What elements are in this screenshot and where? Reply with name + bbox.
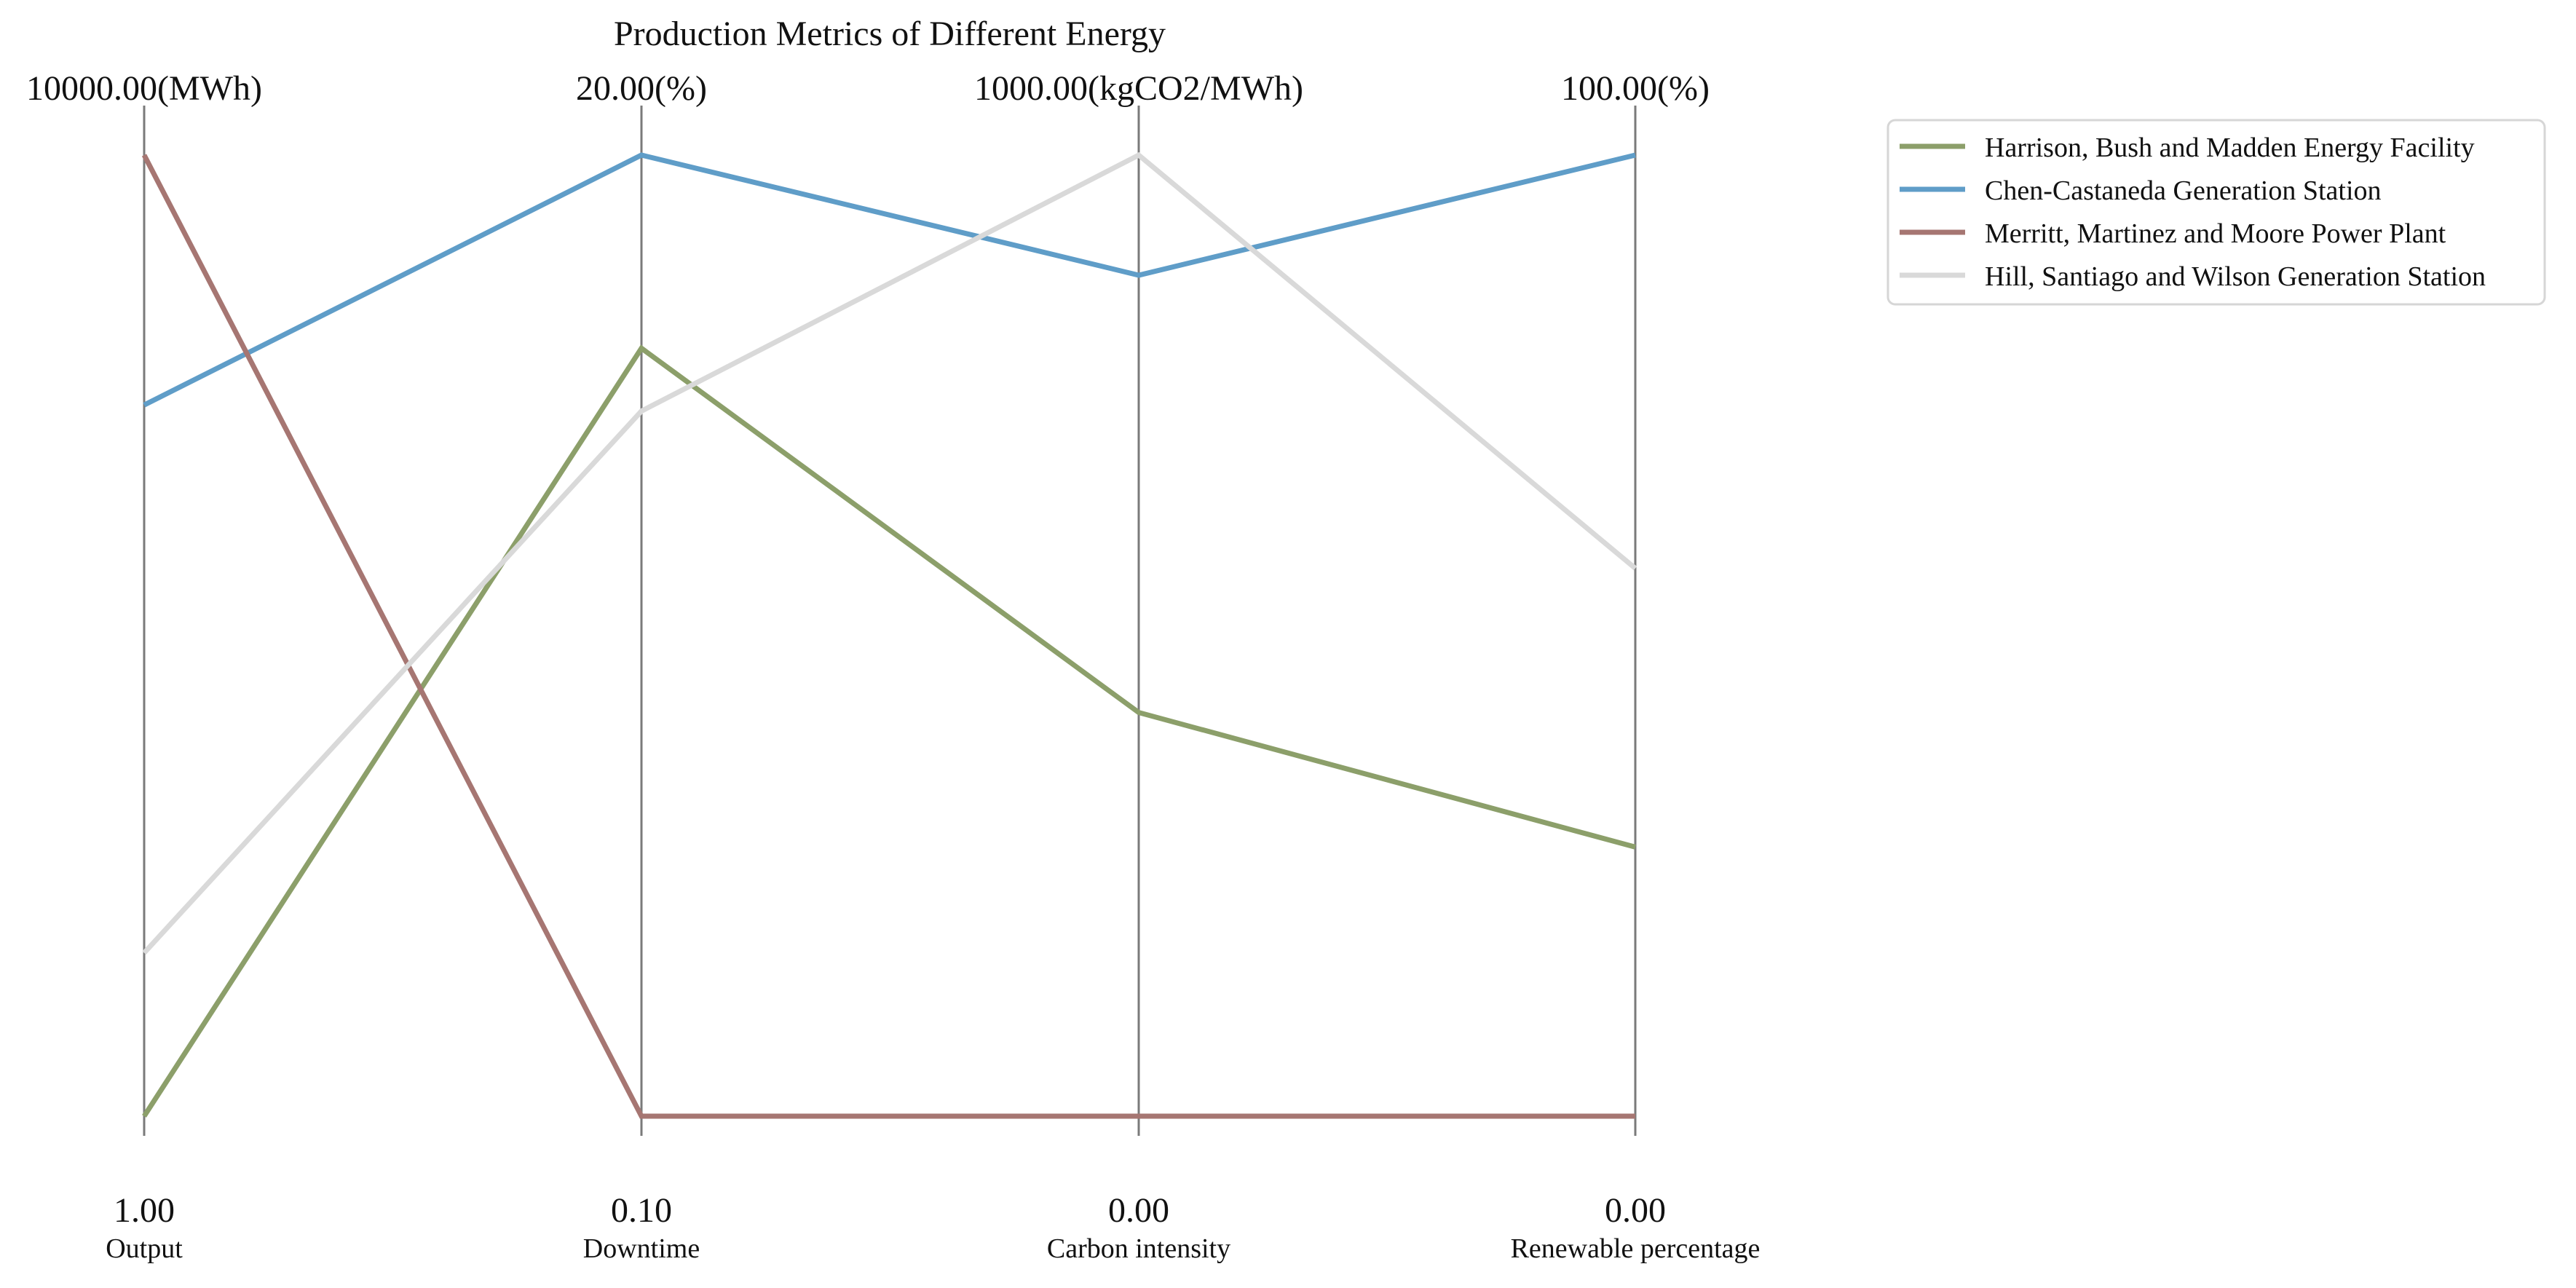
- legend-label-2: Chen-Castaneda Generation Station: [1985, 175, 2382, 206]
- axis-min-label-carbon-intensity: 0.00: [1108, 1191, 1169, 1230]
- series-line-3: [141, 154, 1635, 1119]
- legend-frame: [1886, 119, 2546, 306]
- axis-name-downtime: Downtime: [583, 1233, 700, 1264]
- legend-label-1: Harrison, Bush and Madden Energy Facilit…: [1985, 133, 2475, 163]
- axis-max-label-output: 10000.00(MWh): [26, 69, 262, 108]
- series-line-4: [142, 151, 1637, 955]
- axis-name-output: Output: [106, 1233, 183, 1264]
- series-line-2: [143, 152, 1636, 408]
- axis-name-carbon-intensity: Carbon intensity: [1047, 1233, 1230, 1264]
- axis-max-label-carbon-intensity: 1000.00(kgCO2/MWh): [974, 69, 1303, 108]
- axis-max-label-downtime: 20.00(%): [576, 69, 707, 108]
- axis-name-renewable-percentage: Renewable percentage: [1511, 1233, 1761, 1264]
- series-layer: [141, 151, 1637, 1119]
- legend-label-3: Merritt, Martinez and Moore Power Plant: [1985, 218, 2446, 249]
- chart-title: Production Metrics of Different Energy: [614, 15, 1166, 53]
- series-line-1: [142, 344, 1636, 1118]
- legend-label-4: Hill, Santiago and Wilson Generation Sta…: [1985, 261, 2486, 292]
- legend: Harrison, Bush and Madden Energy Facilit…: [1886, 119, 2546, 306]
- axis-min-label-downtime: 0.10: [611, 1191, 672, 1230]
- axis-max-label-renewable-percentage: 100.00(%): [1561, 69, 1710, 108]
- axis-min-label-output: 1.00: [114, 1191, 175, 1230]
- axis-min-label-renewable-percentage: 0.00: [1605, 1191, 1666, 1230]
